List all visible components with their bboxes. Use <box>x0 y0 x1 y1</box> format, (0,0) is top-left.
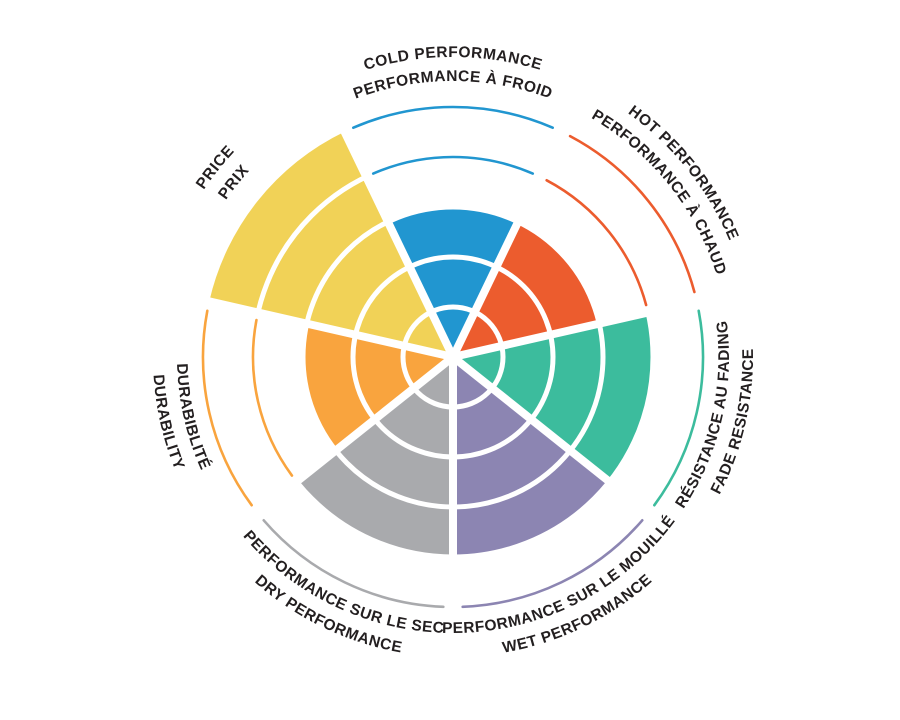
level-arc-dry-performance-5 <box>262 519 445 609</box>
label-text-cold-performance-fr: PERFORMANCE À FROID <box>351 68 554 103</box>
level-arc-cold-performance-5 <box>352 105 554 130</box>
label-cold-performance-fr: PERFORMANCE À FROID <box>351 68 555 103</box>
sector-divider-2 <box>450 353 656 520</box>
sector-divider-1 <box>452 296 704 361</box>
sector-cold-performance <box>387 207 519 357</box>
level-arc-durability-4 <box>251 318 294 477</box>
sector-divider-6 <box>338 124 457 359</box>
sector-durability <box>302 323 453 451</box>
sector-divider-5 <box>202 296 454 361</box>
sector-divider-4 <box>250 353 456 520</box>
sector-dividers <box>202 124 704 613</box>
label-hot-performance-en: HOT PERFORMANCE <box>625 102 742 242</box>
level-arcs <box>201 105 705 609</box>
sector-dry-performance <box>296 357 453 557</box>
sector-price <box>209 131 453 357</box>
level-arc-wet-performance-5 <box>461 519 644 609</box>
level-arc-cold-performance-4 <box>371 155 535 175</box>
level-arc-hot-performance-5 <box>568 134 696 294</box>
level-arc-durability-5 <box>201 309 253 507</box>
label-text-hot-performance-en: HOT PERFORMANCE <box>625 102 741 242</box>
level-arc-hot-performance-4 <box>545 178 648 307</box>
level-arc-fade-resistance-5 <box>653 309 705 507</box>
sector-divider-0 <box>449 124 568 359</box>
sector-wet-performance <box>453 357 610 557</box>
